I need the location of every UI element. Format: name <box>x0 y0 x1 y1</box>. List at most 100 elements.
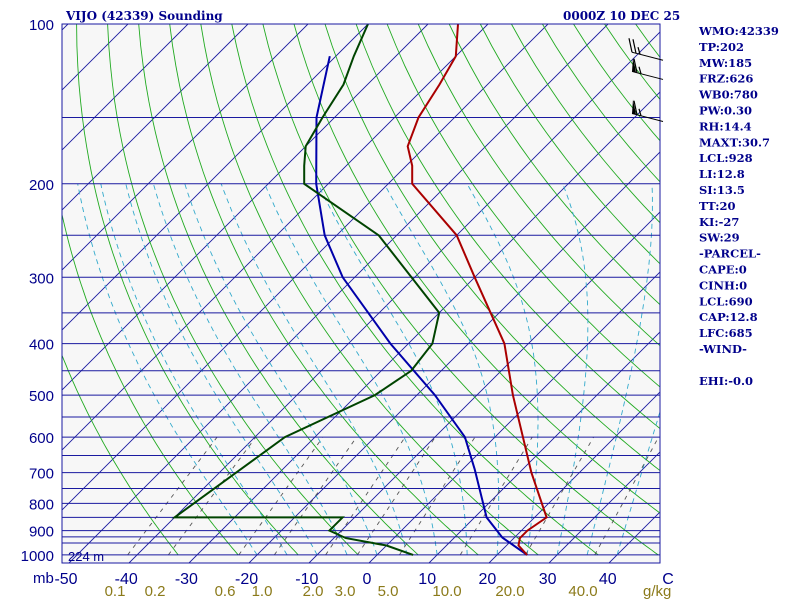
pressure-tick-label: 100 <box>29 17 54 34</box>
wind-barb-staff <box>631 112 664 122</box>
index-line: -PARCEL- <box>699 247 761 261</box>
moist-adiabat-line <box>184 183 378 556</box>
mixing-ratio-tick-label: 1.0 <box>252 583 273 600</box>
index-line: CAPE:0 <box>699 263 747 277</box>
chart-time: 0000Z 10 DEC 25 <box>563 9 680 23</box>
index-line: WMO:42339 <box>698 24 779 38</box>
mixing-ratio-line <box>168 436 257 556</box>
pressure-tick-label: 300 <box>29 270 54 287</box>
wind-barb <box>628 38 664 61</box>
isotherm-line <box>488 391 660 563</box>
isotherm-line <box>128 31 660 563</box>
index-line: TT:20 <box>699 199 736 213</box>
isotherm-line <box>62 24 249 211</box>
isotherm-line <box>0 24 8 563</box>
temperature-tick-label: 20 <box>479 571 497 588</box>
wind-barb-half-feather <box>637 47 641 55</box>
wind-barb-staff <box>631 70 664 80</box>
index-line: TP:202 <box>699 40 744 54</box>
pressure-tick-label: 1000 <box>21 548 54 565</box>
pressure-tick-label: 600 <box>29 430 54 447</box>
temperature-tick-label: 40 <box>599 571 617 588</box>
temperature-tick-label: 30 <box>539 571 557 588</box>
wind-barb <box>631 99 664 122</box>
mixing-ratio-line <box>273 436 357 556</box>
pressure-tick-label: 700 <box>29 466 54 483</box>
index-line: CAP:12.8 <box>699 310 758 324</box>
mixing-ratio-tick-label: 10.0 <box>432 583 461 600</box>
pressure-tick-label: 900 <box>29 524 54 541</box>
trace-layer <box>171 24 548 556</box>
wind-barb-feather <box>633 58 638 73</box>
wind-barb-flag <box>632 57 636 73</box>
index-line: MAXT:30.7 <box>699 135 770 149</box>
isotherm-line <box>62 24 489 451</box>
index-line: WB0:780 <box>698 88 758 102</box>
moist-adiabat-line <box>77 183 258 556</box>
index-line: LCL:928 <box>699 151 753 165</box>
indices-panel: WMO:42339 TP:202 MW:185 FRZ:626 WB0:780 PW:0.… <box>698 24 779 388</box>
isotherm-line <box>62 24 369 331</box>
mixing-ratio-tick-label: 2.0 <box>303 583 324 600</box>
temperature-tick-label: -50 <box>54 571 77 588</box>
temperature-tick-label: 0 <box>363 571 372 588</box>
index-line: RH:14.4 <box>699 119 752 133</box>
index-line: FRZ:626 <box>699 72 753 86</box>
mixing-ratio-tick-label: 40.0 <box>568 583 597 600</box>
isotherm-line <box>308 211 660 563</box>
wind-barb-half-feather <box>638 66 642 74</box>
wind-barb-feather <box>628 38 633 53</box>
pressure-tick-label: 400 <box>29 337 54 354</box>
wind-barb-flag <box>632 99 636 115</box>
mixing-ratio-tick-label: 0.2 <box>145 583 166 600</box>
isotherm-line <box>62 24 309 271</box>
chart-title: VIJO (42339) Sounding <box>65 9 223 23</box>
pressure-tick-label: 800 <box>29 496 54 513</box>
index-line: PW:0.30 <box>699 104 752 118</box>
mixing-ratio-line <box>238 436 324 556</box>
temperature-tick-label: -40 <box>115 571 138 588</box>
dry-adiabat-line <box>760 24 800 555</box>
wind-barb-feather <box>632 39 637 54</box>
index-line: -WIND- <box>699 342 747 356</box>
mixing-ratio-unit: g/kg <box>643 583 671 600</box>
isotherm-line <box>62 24 429 391</box>
temperature-trace <box>406 24 548 556</box>
index-line: LCL:690 <box>699 294 753 308</box>
index-line: EHI:-0.0 <box>699 374 753 388</box>
moist-adiabat-line <box>264 183 438 555</box>
mixing-ratio-tick-label: 0.6 <box>215 583 236 600</box>
mixing-ratio-line <box>594 436 659 556</box>
plot-background <box>62 24 660 563</box>
wind-barb-feather <box>633 100 638 115</box>
mixing-ratio-tick-label: 5.0 <box>378 583 399 600</box>
index-line: SI:13.5 <box>699 183 745 197</box>
index-line: KI:-27 <box>699 215 739 229</box>
pressure-unit: mb <box>33 570 54 587</box>
isotherm-line <box>62 24 549 511</box>
dewpoint-trace <box>171 24 441 556</box>
mixing-ratio-tick-label: 3.0 <box>335 583 356 600</box>
temperature-tick-label: -20 <box>235 571 258 588</box>
mixing-ratio-tick-label: 20.0 <box>495 583 524 600</box>
wind-barb <box>631 57 664 80</box>
mixing-ratio-line <box>325 436 406 556</box>
pressure-tick-label: 500 <box>29 388 54 405</box>
temperature-tick-label: 10 <box>418 571 436 588</box>
pressure-tick-label: 200 <box>29 177 54 194</box>
index-line: CINH:0 <box>699 278 747 292</box>
isotherm-line <box>188 91 660 563</box>
isotherm-line <box>428 331 660 563</box>
isotherm-line <box>68 24 609 563</box>
temperature-tick-label: -10 <box>295 571 318 588</box>
temperature-tick-label: C <box>662 571 674 588</box>
mixing-ratio-line <box>357 436 436 556</box>
station-height: 224 m <box>68 549 104 564</box>
index-line: LI:12.8 <box>699 167 745 181</box>
temperature-tick-label: -30 <box>175 571 198 588</box>
isotherm-line <box>62 24 189 151</box>
mixing-ratio-line <box>127 436 218 556</box>
index-line: LFC:685 <box>699 326 753 340</box>
